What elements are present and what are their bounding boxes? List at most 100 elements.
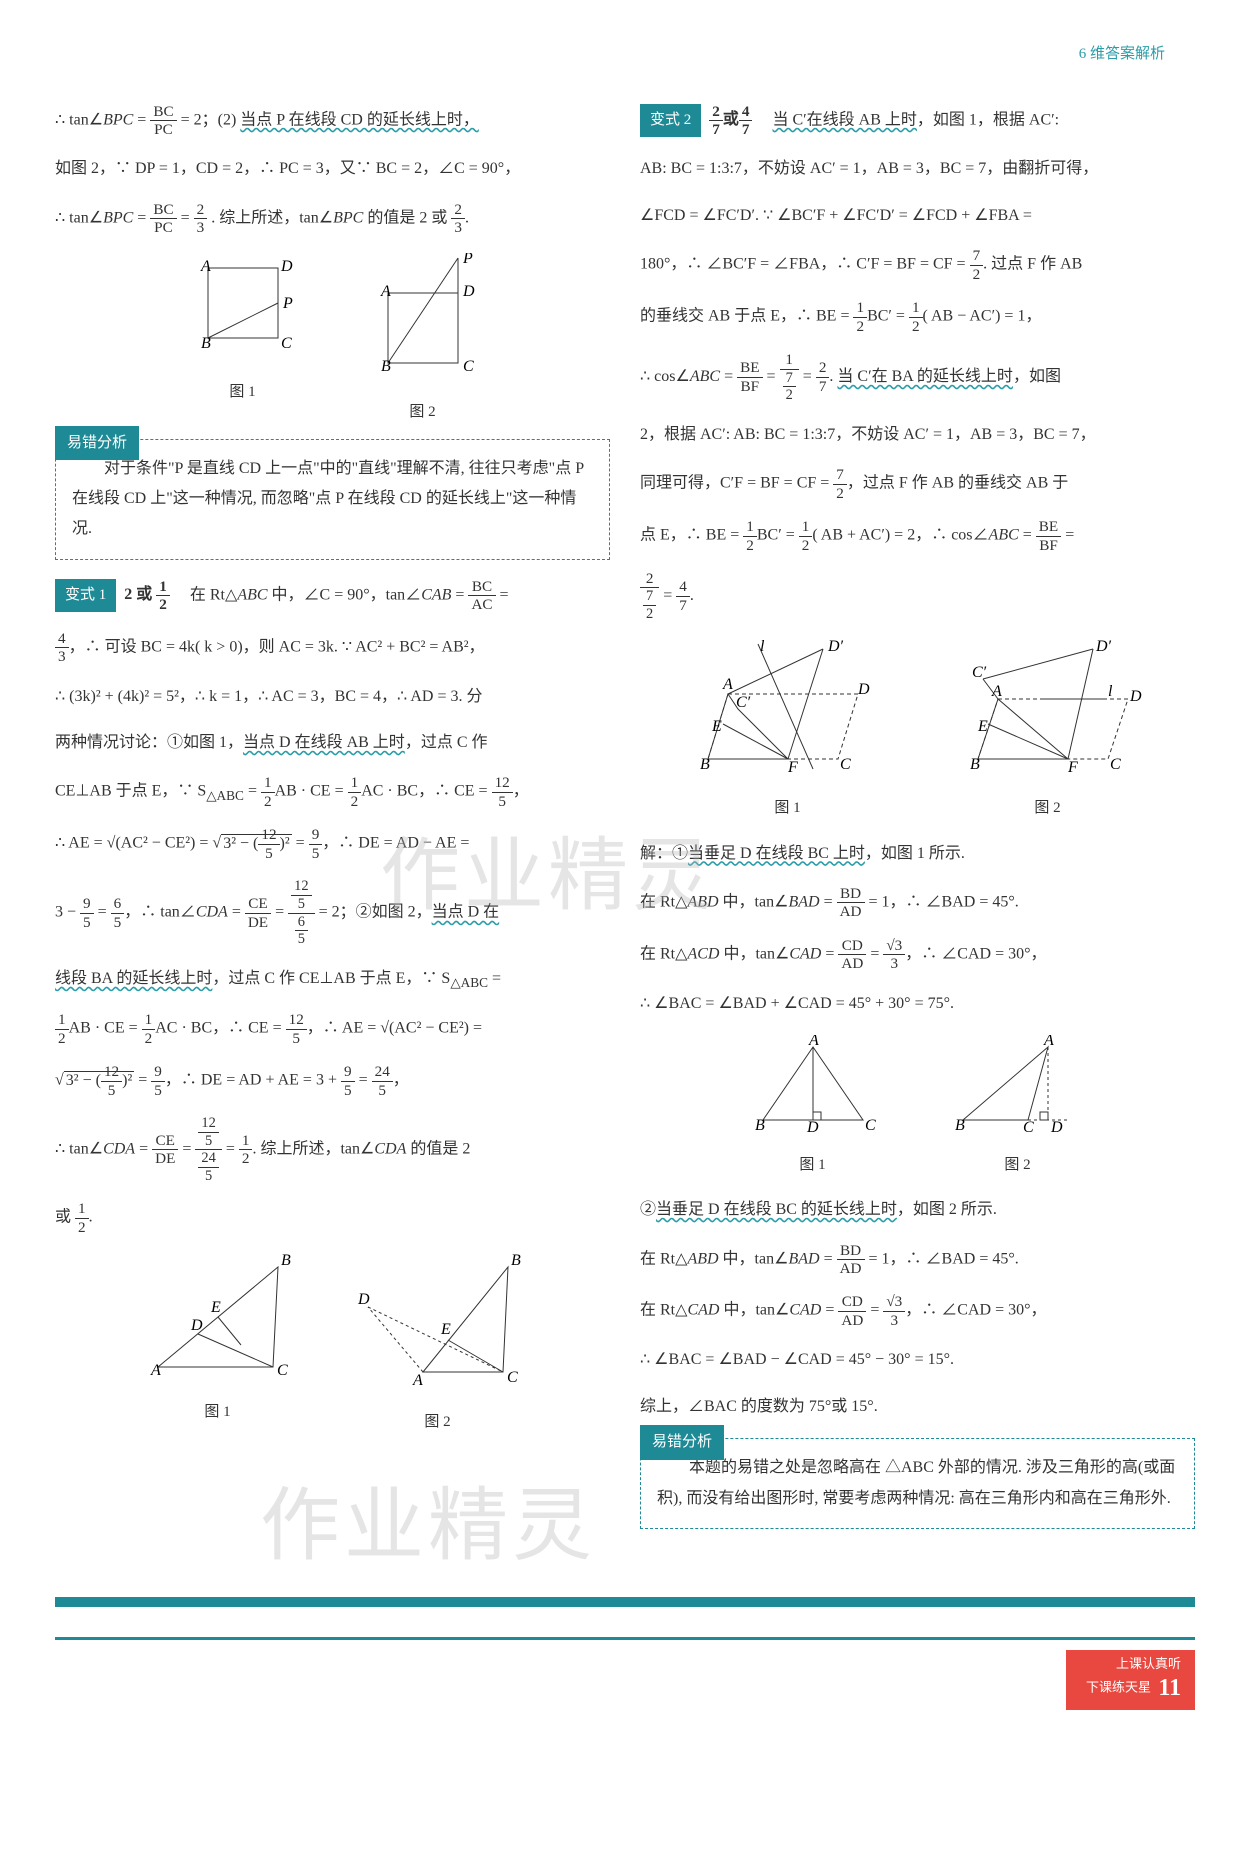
v2-line-4: 180°，∴ ∠BC′F = ∠FBA，∴ C′F = BF = CF = 72… — [640, 247, 1195, 283]
svg-text:D: D — [1129, 688, 1142, 705]
triangle-svg-2: ABC DE — [353, 1252, 523, 1392]
square-diagram-1-svg: A D B C P — [183, 253, 303, 363]
svg-text:A: A — [1043, 1035, 1054, 1049]
footer-stars-band — [55, 1597, 1195, 1607]
svg-text:C: C — [507, 1369, 518, 1386]
v1-line-2: 43，∴ 可设 BC = 4k( k > 0)，则 AC = 3k. ∵ AC²… — [55, 630, 610, 666]
svg-text:E: E — [977, 718, 988, 735]
svg-text:A: A — [722, 676, 733, 693]
svg-text:B: B — [700, 756, 710, 773]
figure-2: AD BC P 图 2 — [363, 253, 483, 427]
sol-5: ②当垂足 D 在线段 BC 的延长线上时，如图 2 所示. — [640, 1195, 1195, 1225]
page-number: 11 — [1158, 1675, 1181, 1701]
svg-text:B: B — [281, 1252, 291, 1269]
svg-text:A: A — [412, 1372, 423, 1389]
svg-text:P: P — [462, 253, 473, 267]
sol-3: 在 Rt△ACD 中，tan∠CAD = CDAD = √33，∴ ∠CAD =… — [640, 937, 1195, 973]
left-para-3: ∴ tan∠BPC = BCPC = 23 . 综上所述，tan∠BPC 的值是… — [55, 201, 610, 237]
svg-text:A: A — [200, 258, 211, 275]
figure-row-2: ABC DE 图 1 ABC DE 图 2 — [55, 1252, 610, 1436]
svg-text:C′: C′ — [736, 694, 751, 711]
v1-line-4: 两种情况讨论：①如图 1，当点 D 在线段 AB 上时，过点 C 作 — [55, 728, 610, 758]
svg-text:C: C — [281, 335, 292, 352]
svg-text:D: D — [857, 681, 870, 698]
variant-badge-1: 变式 1 — [55, 579, 116, 612]
v2-line-7: 2，根据 AC′: AB: BC = 1:3:7，不妨设 AC′ = 1，AB … — [640, 420, 1195, 450]
square-diagram-2-svg: A D B C P — [363, 253, 483, 383]
figure-v2-2: AD BC C′D′ EF l 图 2 — [948, 639, 1148, 823]
v1-line-12: 或 12. — [55, 1200, 610, 1236]
sol-9: 综上，∠BAC 的度数为 75°或 15°. — [640, 1392, 1195, 1422]
svg-text:E: E — [210, 1299, 221, 1316]
svg-text:B: B — [201, 335, 211, 352]
page: 6 维答案解析 ∴ tan∠BPC = BCPC = 2；(2) 当点 P 在线… — [0, 0, 1250, 1740]
page-header: 6 维答案解析 — [55, 40, 1195, 69]
figure-row-1: AD BC P 图 1 AD BC P 图 2 — [55, 253, 610, 427]
svg-text:C: C — [1110, 756, 1121, 773]
svg-text:B: B — [755, 1117, 765, 1134]
figure-v1-1: ABC DE 图 1 — [143, 1252, 293, 1436]
analysis-body-2: 本题的易错之处是忽略高在 △ABC 外部的情况. 涉及三角形的高(或面积), 而… — [657, 1453, 1178, 1514]
left-column: ∴ tan∠BPC = BCPC = 2；(2) 当点 P 在线段 CD 的延长… — [55, 87, 610, 1547]
alt-tri-2-svg: ABCD — [943, 1035, 1093, 1135]
right-column: 变式 2 27或47 当 C′在线段 AB 上时，如图 1，根据 AC′: AB… — [640, 87, 1195, 1547]
sol-6: 在 Rt△ABD 中，tan∠BAD = BDAD = 1，∴ ∠BAD = 4… — [640, 1242, 1195, 1278]
v1-line-7: 3 − 95 = 65，∴ tan∠CDA = CEDE = 125 65 = … — [55, 878, 610, 947]
figure-v2-1: AD BC C′D′ EF l 图 1 — [688, 639, 888, 823]
v2-line-6: ∴ cos∠ABC = BEBF = 1 72 = 27. 当 C′在 BA 的… — [640, 351, 1195, 404]
variant-badge-2: 变式 2 — [640, 104, 701, 137]
v2-line-9: 点 E，∴ BE = 12BC′ = 12( AB + AC′) = 2，∴ c… — [640, 518, 1195, 554]
svg-text:l: l — [760, 639, 765, 655]
svg-text:C′: C′ — [972, 664, 987, 681]
svg-text:D: D — [806, 1119, 819, 1135]
left-para-2: 如图 2，∵ DP = 1，CD = 2，∴ PC = 3，又∵ BC = 2，… — [55, 154, 610, 184]
parallelogram-svg-2: AD BC C′D′ EF l — [948, 639, 1148, 779]
figure-alt-2: ABCD 图 2 — [943, 1035, 1093, 1179]
v2-line-2: AB: BC = 1:3:7，不妨设 AC′ = 1，AB = 3，BC = 7… — [640, 154, 1195, 184]
analysis-title-2: 易错分析 — [640, 1425, 724, 1460]
fraction: BCPC — [150, 103, 176, 139]
parallelogram-svg-1: AD BC C′D′ EF l — [688, 639, 888, 779]
v1-line-5: CE⊥AB 于点 E，∵ S△ABC = 12AB · CE = 12AC · … — [55, 774, 610, 810]
variant-1-header: 变式 1 2 或 12 在 Rt△ABC 中，∠C = 90°，tan∠CAB … — [55, 578, 610, 614]
svg-text:D′: D′ — [1095, 639, 1112, 655]
v2-line-8: 同理可得，C′F = BF = CF = 72，过点 F 作 AB 的垂线交 A… — [640, 466, 1195, 502]
svg-text:B: B — [381, 358, 391, 375]
svg-text:B: B — [511, 1252, 521, 1269]
sol-4: ∴ ∠BAC = ∠BAD + ∠CAD = 45° + 30° = 75°. — [640, 989, 1195, 1019]
svg-text:A: A — [380, 283, 391, 300]
figure-alt-1: ABCD 图 1 — [743, 1035, 883, 1179]
svg-text:B: B — [955, 1117, 965, 1134]
svg-text:C: C — [463, 358, 474, 375]
two-column-layout: ∴ tan∠BPC = BCPC = 2；(2) 当点 P 在线段 CD 的延长… — [55, 87, 1195, 1547]
svg-text:E: E — [711, 718, 722, 735]
svg-text:P: P — [282, 295, 293, 312]
svg-text:C: C — [277, 1362, 288, 1379]
svg-text:F: F — [787, 759, 798, 776]
svg-text:A: A — [808, 1035, 819, 1049]
svg-text:C: C — [1023, 1119, 1034, 1135]
v1-line-9: 12AB · CE = 12AC · BC，∴ CE = 125，∴ AE = … — [55, 1011, 610, 1047]
breadcrumb: 6 维答案解析 — [1079, 46, 1165, 62]
left-para-1: ∴ tan∠BPC = BCPC = 2；(2) 当点 P 在线段 CD 的延长… — [55, 103, 610, 139]
sol-2: 在 Rt△ABD 中，tan∠BAD = BDAD = 1，∴ ∠BAD = 4… — [640, 885, 1195, 921]
figure-row-4: ABCD 图 1 ABCD 图 2 — [640, 1035, 1195, 1179]
v2-line-3: ∠FCD = ∠FC′D′. ∵ ∠BC′F + ∠FC′D′ = ∠FCD +… — [640, 201, 1195, 231]
v2-line-10: 2 72 = 47. — [640, 570, 1195, 623]
svg-text:D: D — [462, 283, 475, 300]
v1-line-6: ∴ AE = √(AC² − CE²) = √3² − (125)² = 95，… — [55, 826, 610, 862]
sol-1: 解：①当垂足 D 在线段 BC 上时，如图 1 所示. — [640, 839, 1195, 869]
alt-tri-1-svg: A B C D — [743, 1035, 883, 1135]
footer-tab: 上课认真听 下课练天星 11 — [1066, 1650, 1195, 1710]
svg-text:D: D — [280, 258, 293, 275]
analysis-title: 易错分析 — [55, 426, 139, 461]
svg-text:D′: D′ — [827, 639, 844, 655]
svg-text:A: A — [991, 683, 1002, 700]
v1-line-8: 线段 BA 的延长线上时，过点 C 作 CE⊥AB 于点 E，∵ S△ABC = — [55, 964, 610, 996]
v1-line-11: ∴ tan∠CDA = CEDE = 125 245 = 12. 综上所述，ta… — [55, 1115, 610, 1184]
page-footer: 上课认真听 下课练天星 11 — [55, 1637, 1195, 1720]
figure-row-3: AD BC C′D′ EF l 图 1 — [640, 639, 1195, 823]
svg-text:D: D — [190, 1317, 203, 1334]
svg-text:C: C — [865, 1117, 876, 1134]
variant-2-header: 变式 2 27或47 当 C′在线段 AB 上时，如图 1，根据 AC′: — [640, 103, 1195, 139]
